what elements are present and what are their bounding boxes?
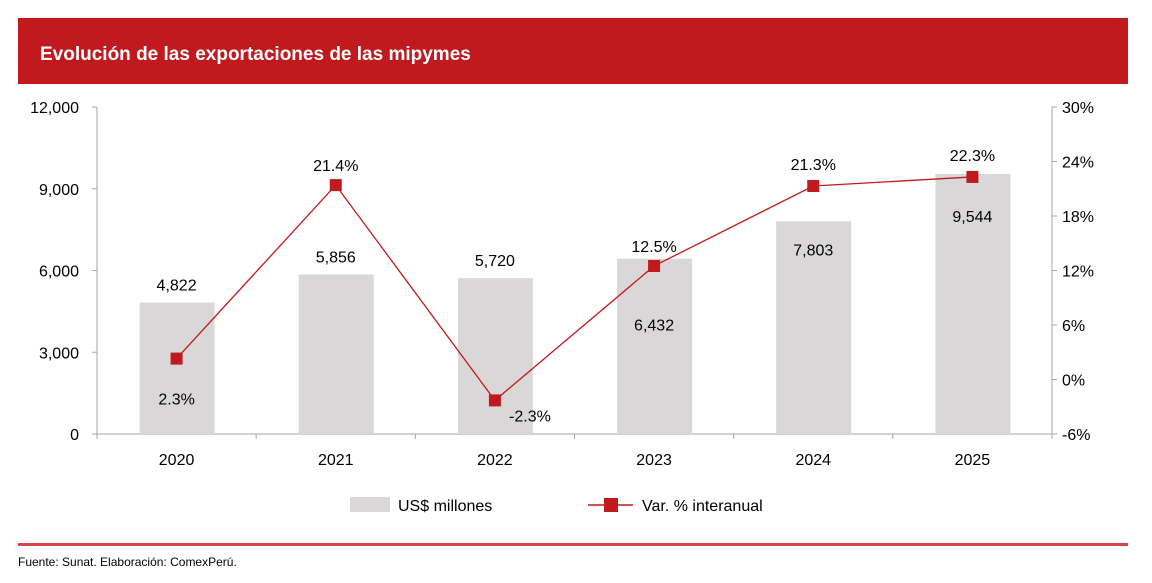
line-value-label: 12.5% — [631, 239, 676, 256]
line-value-label: 21.4% — [313, 158, 358, 175]
bar-2022 — [457, 278, 533, 434]
legend-line-marker — [604, 498, 618, 512]
bar-2024 — [776, 221, 852, 434]
line-marker-2023 — [648, 259, 661, 272]
line-value-label: 2.3% — [158, 392, 194, 409]
line-value-label: 21.3% — [791, 157, 836, 174]
bar-value-label: 5,720 — [475, 253, 515, 270]
legend-line-label: Var. % interanual — [642, 498, 763, 515]
x-tick-label: 2022 — [477, 452, 513, 469]
bar-value-label: 4,822 — [157, 278, 197, 295]
left-tick-label: 3,000 — [39, 345, 79, 362]
x-tick-label: 2020 — [159, 452, 195, 469]
right-tick-label: 0% — [1062, 373, 1085, 390]
left-tick-label: 12,000 — [30, 100, 79, 117]
x-tick-label: 2024 — [795, 452, 831, 469]
line-marker-2025 — [966, 170, 979, 183]
x-tick-label: 2021 — [318, 452, 354, 469]
right-tick-label: -6% — [1062, 427, 1090, 444]
right-tick-label: 12% — [1062, 264, 1094, 281]
line-marker-2024 — [807, 180, 820, 193]
right-tick-label: 30% — [1062, 100, 1094, 117]
footer-divider — [18, 543, 1128, 546]
bar-value-label: 5,856 — [316, 249, 356, 266]
bar-2023 — [617, 258, 693, 434]
chart-header: Evolución de las exportaciones de las mi… — [18, 18, 1128, 84]
line-marker-2021 — [329, 179, 342, 192]
bar-value-label: 7,803 — [793, 242, 833, 259]
source-note: Fuente: Sunat. Elaboración: ComexPerú. — [18, 555, 237, 569]
line-marker-2020 — [170, 352, 183, 365]
legend-bar-swatch — [350, 497, 390, 512]
line-marker-2022 — [488, 394, 501, 407]
left-tick-label: 6,000 — [39, 264, 79, 281]
line-series — [176, 176, 973, 402]
right-tick-label: 18% — [1062, 209, 1094, 226]
legend-bar-label: US$ millones — [398, 498, 492, 515]
left-tick-label: 0 — [70, 427, 79, 444]
bar-2020 — [139, 302, 215, 434]
bar-2021 — [298, 274, 374, 434]
chart-title: Evolución de las exportaciones de las mi… — [40, 44, 471, 65]
bar-value-label: 9,544 — [952, 209, 992, 226]
line-value-label: -2.3% — [509, 408, 551, 425]
x-tick-label: 2025 — [955, 452, 991, 469]
bar-2025 — [935, 173, 1011, 434]
right-tick-label: 6% — [1062, 318, 1085, 335]
x-tick-label: 2023 — [636, 452, 672, 469]
left-tick-label: 9,000 — [39, 182, 79, 199]
bar-value-label: 6,432 — [634, 318, 674, 335]
right-tick-label: 24% — [1062, 155, 1094, 172]
line-value-label: 22.3% — [950, 148, 995, 165]
